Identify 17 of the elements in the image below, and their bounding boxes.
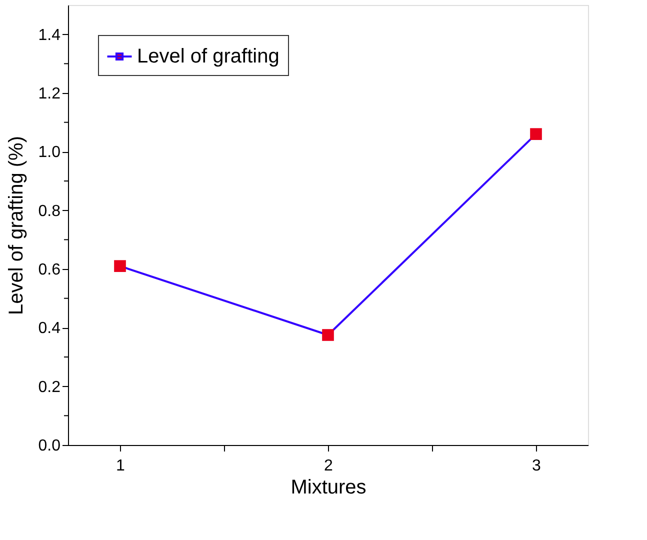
point [322,329,334,341]
point [114,260,126,272]
y-tick-label: 1.4 [38,26,61,44]
legend-label: Level of grafting [137,46,280,68]
y-tick-label: 0.8 [38,202,61,220]
y-tick-label: 1.2 [38,86,61,102]
y-tick-label: 1.0 [38,144,61,162]
x-tick-label: 1 [116,458,126,474]
y-tick-label: 0.0 [38,438,61,454]
y-axis-title: Level of grafting (%) [5,136,28,315]
x-axis-title: Mixtures [290,476,366,498]
y-tick-label: 0.6 [38,262,61,278]
y-tick-label: 0.4 [38,320,61,338]
point [530,128,542,140]
x-tick-label: 3 [532,458,542,474]
y-tick-label: 0.2 [38,378,61,396]
x-tick-label: 2 [324,458,334,474]
